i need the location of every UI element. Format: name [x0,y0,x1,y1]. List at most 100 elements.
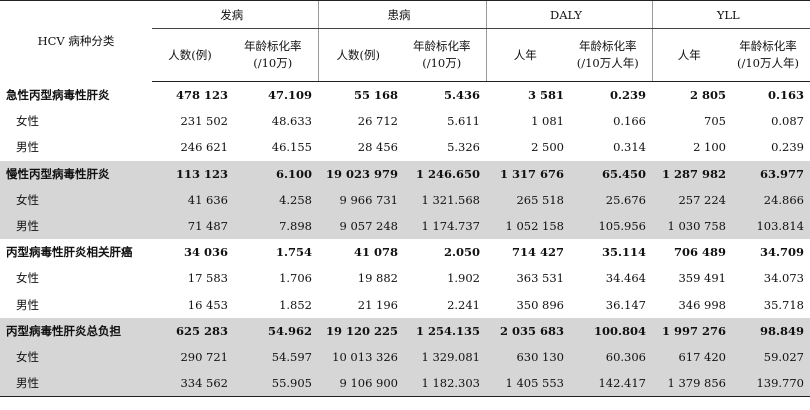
data-cell: 1 246.650 [404,160,486,187]
data-cell: 103.814 [732,212,810,240]
table-row-sex: 男性 71 487 7.898 9 057 248 1 174.737 1 052 158… [0,212,810,240]
data-cell: 363 531 [516,271,564,286]
corner-header: HCV 病种分类 [0,0,152,82]
data-cell: 41 636 [152,186,234,213]
data-cell: 1 379 856 [652,370,732,398]
sub-header: 年龄标化率 (/10万) [234,28,318,82]
data-cell: 2.241 [447,297,480,312]
data-cell: 100.804 [570,317,652,344]
row-label: 女性 [16,271,39,286]
data-cell: 55 168 [353,88,398,103]
data-cell: 9 057 248 [318,212,404,240]
header-row-subs: 人数(例) 年龄标化率 (/10万) 人数(例) 年龄标化率 (/10万) 人年 年… [0,28,810,82]
data-cell: 2 035 683 [486,317,570,344]
data-cell: 1 329.081 [404,343,486,371]
data-cell: 265 518 [486,186,570,213]
data-cell: 26 712 [357,114,398,129]
row-label: 女性 [16,114,39,129]
data-cell: 25.676 [570,186,652,213]
row-label: 丙型病毒性肝炎相关肝癌 [6,245,133,260]
data-cell: 2 100 [693,140,726,155]
data-cell: 1 287 982 [652,160,732,187]
header-row-groups: HCV 病种分类 发病 患病 DALY YLL [0,0,810,82]
table-row-sex: 男性 334 562 55.905 9 106 900 1 182.303 1 405 5… [0,370,810,398]
data-cell: 1 081 [531,114,564,129]
data-cell: 478 123 [175,88,228,103]
data-cell: 65.450 [570,160,652,187]
data-cell: 246 621 [180,140,228,155]
data-cell: 706 489 [673,245,726,260]
sub-header: 人年 [651,28,732,82]
data-cell: 5.436 [443,88,480,103]
data-cell: 1 174.737 [404,212,486,240]
table-row-category: 慢性丙型病毒性肝炎 113 123 6.100 19 023 979 1 246.650… [0,160,810,187]
sub-header: 年龄标化率 (/10万) [404,28,486,82]
data-cell: 6.100 [234,160,318,187]
row-label: 女性 [0,343,152,371]
data-cell: 3 581 [527,88,564,103]
table-row-sex: 女性 17 583 1.706 19 882 1.902 363 531 34.464 359… [0,265,810,291]
data-cell: 1.902 [447,271,480,286]
data-cell: 1 052 158 [486,212,570,240]
data-cell: 1.754 [275,245,312,260]
data-cell: 71 487 [152,212,234,240]
data-cell: 59.027 [732,343,810,371]
data-cell: 28 456 [357,140,398,155]
data-cell: 139.770 [732,370,810,398]
data-cell: 60.306 [570,343,652,371]
table-row-sex: 男性 16 453 1.852 21 196 2.241 350 896 36.147 346… [0,292,810,318]
data-cell: 4.258 [234,186,318,213]
sub-header: 人数(例) [317,28,404,82]
data-cell: 1 254.135 [404,317,486,344]
data-cell: 17 583 [187,271,228,286]
table-row-category: 急性丙型病毒性肝炎 478 123 47.109 55 168 5.436 3 581 0.… [0,82,810,109]
data-cell: 5.326 [447,140,480,155]
data-cell: 2.050 [443,245,480,260]
data-cell: 34.073 [763,271,804,286]
data-cell: 9 966 731 [318,186,404,213]
data-cell: 1 405 553 [486,370,570,398]
data-cell: 10 013 326 [318,343,404,371]
data-cell: 63.977 [732,160,810,187]
data-cell: 346 998 [678,297,726,312]
group-header-yll: YLL [651,0,810,29]
data-cell: 35.718 [763,297,804,312]
data-cell: 48.633 [271,114,312,129]
data-cell: 1 997 276 [652,317,732,344]
data-cell: 1.852 [279,297,312,312]
row-label: 丙型病毒性肝炎总负担 [0,317,152,344]
data-cell: 0.087 [771,114,804,129]
data-cell: 2 500 [531,140,564,155]
data-cell: 113 123 [152,160,234,187]
data-cell: 34 036 [183,245,228,260]
sub-header: 人数(例) [152,28,234,82]
data-cell: 9 106 900 [318,370,404,398]
table-row-sex: 女性 231 502 48.633 26 712 5.611 1 081 0.166 705 0… [0,108,810,134]
data-cell: 257 224 [652,186,732,213]
data-cell: 7.898 [234,212,318,240]
data-cell: 21 196 [357,297,398,312]
row-label: 男性 [0,212,152,240]
row-label: 急性丙型病毒性肝炎 [6,87,110,102]
data-cell: 0.314 [613,140,646,155]
data-cell: 5.611 [447,114,480,129]
sub-header: 人年 [485,28,570,82]
data-cell: 714 427 [511,245,564,260]
data-cell: 19 023 979 [318,160,404,187]
data-cell: 19 882 [357,271,398,286]
table-row-category: 丙型病毒性肝炎总负担 625 283 54.962 19 120 225 1 254.1… [0,317,810,344]
data-cell: 46.155 [271,140,312,155]
data-cell: 1 182.303 [404,370,486,398]
data-cell: 47.109 [267,88,312,103]
data-cell: 334 562 [152,370,234,398]
data-cell: 24.866 [732,186,810,213]
data-cell: 1 321.568 [404,186,486,213]
row-label: 男性 [0,370,152,398]
table-row-sex: 女性 41 636 4.258 9 966 731 1 321.568 265 518 25… [0,186,810,213]
data-cell: 54.962 [234,317,318,344]
data-cell: 231 502 [180,114,228,129]
group-header-daly: DALY [485,0,652,29]
data-cell: 705 [704,114,726,129]
table-row-sex: 女性 290 721 54.597 10 013 326 1 329.081 630 13… [0,343,810,371]
table-row-sex: 男性 246 621 46.155 28 456 5.326 2 500 0.314 2 10… [0,134,810,160]
